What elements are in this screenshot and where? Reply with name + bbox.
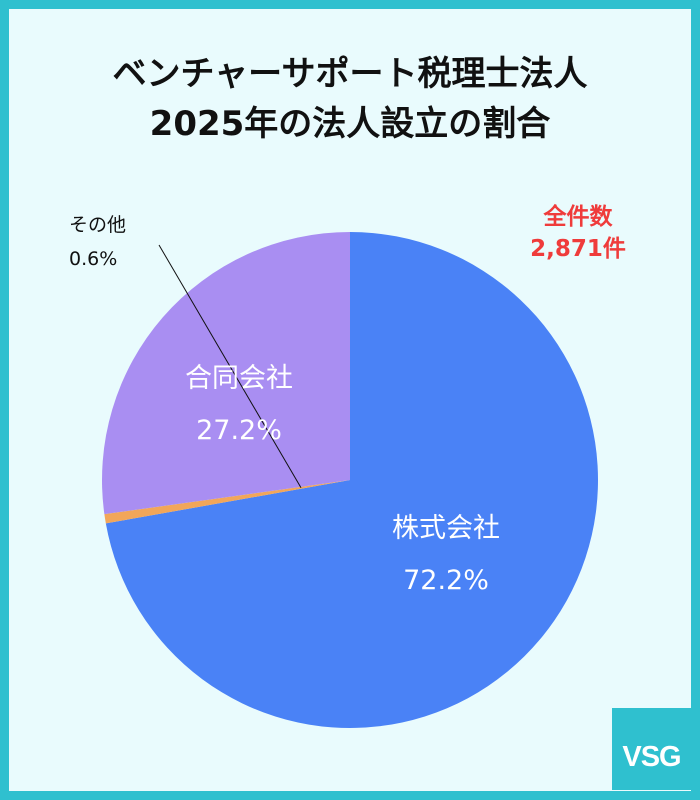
- title-line-2: 2025年の法人設立の割合: [149, 104, 551, 144]
- total-count: 全件数 2,871件: [503, 201, 653, 265]
- pie-slice-1: [104, 480, 351, 524]
- pie-label-name-2: 合同会社: [185, 363, 293, 394]
- total-label: 全件数: [543, 204, 613, 230]
- pie-label-value-1: 0.6%: [69, 248, 117, 270]
- vsg-logo-text: VSG: [622, 741, 681, 773]
- chart-title: ベンチャーサポート税理士法人 2025年の法人設立の割合: [9, 49, 691, 149]
- pie-label-name-1: その他: [69, 214, 126, 236]
- vsg-logo: VSG: [612, 708, 691, 790]
- pie-slice-2: [102, 232, 350, 515]
- pie-label-name-0: 株式会社: [392, 513, 500, 544]
- title-line-1: ベンチャーサポート税理士法人: [112, 54, 588, 94]
- total-value: 2,871件: [530, 236, 626, 262]
- pie-label-value-0: 72.2%: [403, 565, 489, 596]
- pie-chart: 株式会社 72.2% その他 0.6% 合同会社 27.2%: [69, 214, 599, 728]
- pie-leader-line-1: [158, 244, 302, 489]
- pie-slice-0: [105, 232, 599, 728]
- pie-label-value-2: 27.2%: [196, 415, 282, 446]
